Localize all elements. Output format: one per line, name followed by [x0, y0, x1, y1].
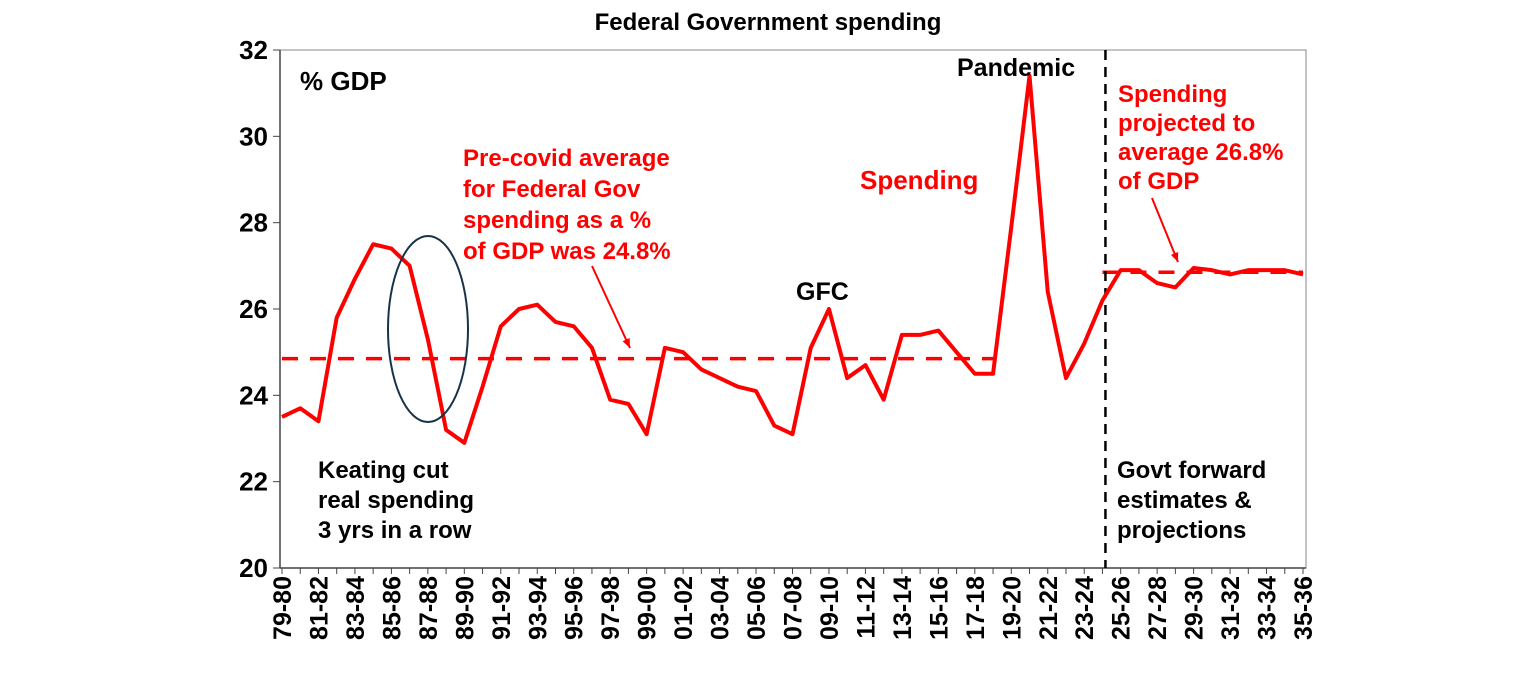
- x-tick-label: 07-08: [780, 576, 808, 640]
- x-tick-label: 01-02: [670, 576, 698, 640]
- annotation-projection: of GDP: [1118, 168, 1199, 195]
- y-axis-label: % GDP: [300, 66, 387, 96]
- annotation-precovid-average: Pre-covid average: [463, 145, 670, 172]
- annotation-precovid-average: for Federal Gov: [463, 176, 641, 203]
- x-tick-label: 89-90: [451, 576, 479, 640]
- annotation-precovid-average: spending as a %: [463, 207, 651, 234]
- x-tick-label: 85-86: [378, 576, 406, 640]
- y-tick-label: 32: [239, 35, 268, 65]
- x-tick-label: 97-98: [597, 576, 625, 640]
- x-tick-label: 05-06: [743, 576, 771, 640]
- annotation-precovid-average: of GDP was 24.8%: [463, 238, 671, 265]
- annotation-projection: projected to: [1118, 110, 1255, 137]
- x-tick-label: 99-00: [634, 576, 662, 640]
- annotation-keating: Keating cut: [318, 457, 449, 484]
- x-tick-label: 13-14: [889, 576, 917, 640]
- x-tick-label: 87-88: [415, 576, 443, 640]
- x-tick-label: 03-04: [707, 576, 735, 640]
- x-tick-label: 81-82: [305, 576, 333, 640]
- x-tick-label: 25-26: [1108, 576, 1136, 640]
- annotation-projection: average 26.8%: [1118, 139, 1283, 166]
- x-tick-label: 23-24: [1071, 576, 1099, 640]
- x-tick-label: 29-30: [1181, 576, 1209, 640]
- y-tick-label: 24: [239, 380, 268, 410]
- y-tick-label: 26: [239, 294, 268, 324]
- x-tick-label: 19-20: [998, 576, 1026, 640]
- annotation-keating: real spending: [318, 487, 474, 514]
- x-tick-label: 15-16: [925, 576, 953, 640]
- x-tick-label: 31-32: [1217, 576, 1245, 640]
- x-tick-label: 35-36: [1290, 576, 1318, 640]
- projection-arrow: [1152, 198, 1178, 262]
- precovid-arrow: [592, 266, 630, 348]
- x-tick-label: 21-22: [1035, 576, 1063, 640]
- annotation-forward-estimates: estimates &: [1117, 487, 1252, 514]
- annotation-pandemic: Pandemic: [957, 54, 1075, 82]
- y-tick-label: 22: [239, 467, 268, 497]
- x-tick-label: 11-12: [852, 576, 880, 639]
- x-tick-label: 95-96: [561, 576, 589, 640]
- keating-ellipse: [388, 236, 468, 422]
- y-tick-label: 30: [239, 121, 268, 151]
- y-tick-label: 20: [239, 553, 268, 583]
- annotation-projection: Spending: [1118, 81, 1227, 108]
- annotation-forward-estimates: Govt forward: [1117, 457, 1266, 484]
- annotation-forward-estimates: projections: [1117, 517, 1246, 544]
- projection-arrow-head: [1171, 252, 1178, 262]
- y-tick-label: 28: [239, 208, 268, 238]
- x-tick-label: 17-18: [962, 576, 990, 640]
- x-tick-label: 83-84: [342, 576, 370, 640]
- x-tick-label: 79-80: [269, 576, 297, 640]
- chart-title: Federal Government spending: [595, 9, 942, 36]
- annotation-spending-series: Spending: [860, 165, 978, 195]
- x-tick-label: 09-10: [816, 576, 844, 640]
- x-tick-label: 33-34: [1254, 576, 1282, 640]
- annotation-gfc: GFC: [796, 278, 849, 306]
- x-tick-label: 91-92: [488, 576, 516, 640]
- x-tick-label: 93-94: [524, 576, 552, 640]
- annotation-keating: 3 yrs in a row: [318, 517, 472, 544]
- x-tick-label: 27-28: [1144, 576, 1172, 640]
